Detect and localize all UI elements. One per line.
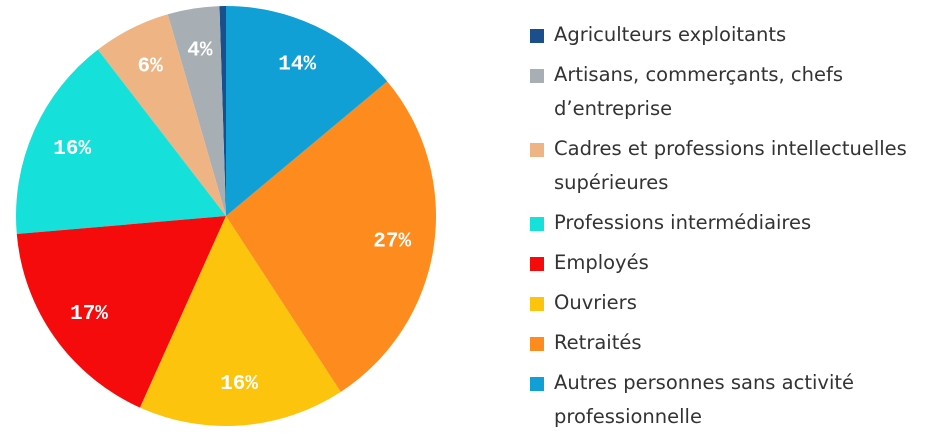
- slice-label: 27%: [373, 230, 411, 253]
- legend: Agriculteurs exploitants Artisans, commer…: [530, 18, 935, 440]
- pie-slice: [97, 14, 227, 217]
- legend-label: Agriculteurs exploitants: [554, 23, 787, 46]
- pie-slice: [16, 216, 226, 408]
- legend-item: Artisans, commerçants, chefs d’entrepris…: [530, 58, 935, 126]
- legend-swatch: [530, 297, 544, 311]
- slice-label: 16%: [53, 138, 91, 161]
- pie-slice: [219, 6, 226, 216]
- pie-chart: 4% 6% 16% 17% 16% 27% 14%: [16, 6, 437, 427]
- pie-slice: [16, 49, 227, 235]
- legend-item: Professions intermédiaires: [530, 206, 935, 240]
- slice-label: 6%: [137, 56, 163, 79]
- legend-label: Professions intermédiaires: [554, 211, 812, 234]
- legend-label: Employés: [554, 251, 649, 274]
- pie-slice: [226, 6, 388, 216]
- pie-slice: [139, 216, 341, 427]
- legend-item: Employés: [530, 246, 935, 280]
- legend-swatch: [530, 257, 544, 271]
- legend-swatch: [530, 29, 544, 43]
- legend-item: Cadres et professions intellectuelles su…: [530, 132, 935, 200]
- legend-item: Retraités: [530, 326, 935, 360]
- legend-swatch: [530, 217, 544, 231]
- pie-slice: [167, 6, 226, 216]
- legend-item: Ouvriers: [530, 286, 935, 320]
- legend-swatch: [530, 377, 544, 391]
- pie-slice: [226, 81, 437, 392]
- legend-swatch: [530, 337, 544, 351]
- legend-label: Ouvriers: [554, 291, 637, 314]
- legend-item: Agriculteurs exploitants: [530, 18, 935, 52]
- slice-label: 17%: [70, 303, 108, 326]
- legend-label: Autres personnes sans activité professio…: [554, 371, 855, 428]
- legend-label: Cadres et professions intellectuelles su…: [554, 137, 907, 194]
- legend-item: Autres personnes sans activité professio…: [530, 366, 935, 434]
- slice-label: 4%: [187, 40, 213, 63]
- slice-label: 14%: [278, 53, 316, 76]
- legend-label: Retraités: [554, 331, 642, 354]
- slice-label: 16%: [220, 373, 258, 396]
- legend-swatch: [530, 143, 544, 157]
- legend-swatch: [530, 69, 544, 83]
- legend-label: Artisans, commerçants, chefs d’entrepris…: [554, 63, 844, 120]
